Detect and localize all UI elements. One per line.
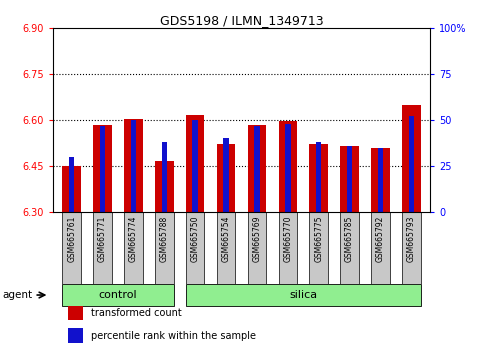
Text: GSM665754: GSM665754	[222, 215, 230, 262]
Bar	[100, 126, 105, 212]
Text: GSM665793: GSM665793	[407, 215, 416, 262]
Bar	[341, 146, 359, 212]
Bar	[124, 119, 142, 212]
Bar	[347, 146, 353, 212]
Text: GSM665785: GSM665785	[345, 215, 354, 262]
Text: agent: agent	[2, 290, 32, 300]
Text: GSM665774: GSM665774	[129, 215, 138, 262]
Bar	[192, 120, 198, 212]
Bar	[130, 120, 136, 212]
Bar	[186, 212, 204, 284]
Bar	[186, 115, 204, 212]
Bar	[93, 125, 112, 212]
Bar	[254, 126, 260, 212]
Bar	[371, 148, 390, 212]
Bar	[248, 125, 266, 212]
Bar	[248, 212, 266, 284]
Bar	[310, 144, 328, 212]
Title: GDS5198 / ILMN_1349713: GDS5198 / ILMN_1349713	[160, 14, 323, 27]
Bar	[223, 138, 229, 212]
Bar	[62, 284, 173, 306]
Bar	[310, 212, 328, 284]
Bar	[279, 121, 297, 212]
Bar	[378, 148, 383, 212]
Bar	[68, 306, 83, 320]
Text: GSM665788: GSM665788	[160, 215, 169, 262]
Bar	[186, 284, 421, 306]
Bar	[279, 212, 297, 284]
Text: GSM665750: GSM665750	[191, 215, 199, 262]
Bar	[217, 212, 235, 284]
Bar	[409, 116, 414, 212]
Bar	[217, 144, 235, 212]
Bar	[155, 161, 173, 212]
Bar	[402, 105, 421, 212]
Bar	[62, 166, 81, 212]
Text: GSM665775: GSM665775	[314, 215, 323, 262]
Bar	[68, 329, 83, 343]
Bar	[341, 212, 359, 284]
Text: GSM665770: GSM665770	[284, 215, 292, 262]
Bar	[69, 157, 74, 212]
Bar	[402, 212, 421, 284]
Text: GSM665769: GSM665769	[253, 215, 261, 262]
Text: control: control	[99, 290, 137, 300]
Bar	[93, 212, 112, 284]
Text: transformed count: transformed count	[91, 308, 182, 318]
Bar	[155, 212, 173, 284]
Text: percentile rank within the sample: percentile rank within the sample	[91, 331, 256, 341]
Text: GSM665761: GSM665761	[67, 215, 76, 262]
Bar	[371, 212, 390, 284]
Bar	[161, 142, 167, 212]
Text: GSM665771: GSM665771	[98, 215, 107, 262]
Bar	[62, 212, 81, 284]
Text: silica: silica	[289, 290, 317, 300]
Text: GSM665792: GSM665792	[376, 215, 385, 262]
Bar	[316, 142, 322, 212]
Bar	[124, 212, 142, 284]
Bar	[285, 124, 291, 212]
